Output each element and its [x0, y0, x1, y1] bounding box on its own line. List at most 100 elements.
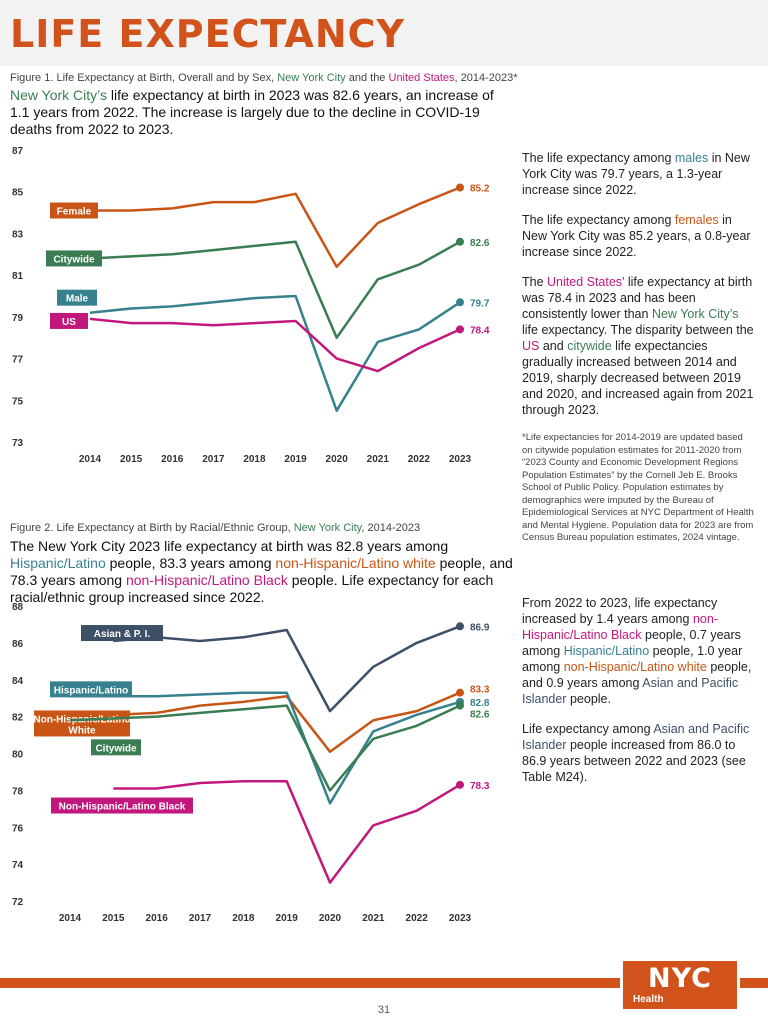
us-term: US: [522, 339, 540, 353]
data-label: 86.9: [470, 622, 490, 633]
x-tick-label: 2016: [161, 454, 184, 465]
x-tick-label: 2022: [406, 913, 429, 924]
x-tick-label: 2016: [146, 913, 169, 924]
data-label: 82.6: [470, 710, 490, 721]
summary-nyc: New York City’s: [10, 87, 108, 103]
x-tick-label: 2020: [326, 454, 349, 465]
y-tick-label: 84: [12, 676, 24, 687]
data-point: [456, 237, 464, 246]
summary-text: The New York City 2023 life expectancy a…: [10, 538, 449, 554]
y-tick-label: 85: [12, 188, 24, 199]
caption-us: United States: [388, 72, 455, 84]
series-label: Asian & P. I.: [94, 629, 151, 640]
sidebar2-api-paragraph: Life expectancy among Asian and Pacific …: [522, 721, 754, 785]
x-tick-label: 2014: [59, 913, 82, 924]
white-term: non-Hispanic/Latino white: [563, 660, 707, 674]
x-tick-label: 2021: [367, 454, 390, 465]
series-line: [89, 240, 461, 339]
text: in New York City was 85.2 years, a 0.8-y…: [522, 213, 751, 259]
caption-nyc: New York City: [293, 522, 362, 534]
x-tick-label: 2015: [102, 913, 125, 924]
x-tick-label: 2015: [120, 454, 143, 465]
series-label-box: [91, 739, 141, 756]
y-tick-label: 87: [12, 146, 24, 157]
footnote: *Life expectancies for 2014-2019 are upd…: [522, 432, 754, 543]
x-tick-label: 2023: [449, 454, 472, 465]
series-line: [113, 625, 461, 713]
males-term: males: [674, 151, 709, 165]
figure1-summary: New York City’s life expectancy at birth…: [10, 87, 510, 138]
y-tick-label: 74: [12, 860, 24, 871]
summary-text: life expectancy at birth in 2023 was 82.…: [10, 87, 494, 137]
hispanic-term: Hispanic/Latino: [10, 555, 106, 571]
text: people.: [566, 692, 611, 706]
x-tick-label: 2018: [243, 454, 266, 465]
sidebar2-increase-paragraph: From 2022 to 2023, life expectancy incre…: [522, 595, 754, 707]
y-tick-label: 79: [12, 313, 24, 324]
y-tick-label: 80: [12, 750, 24, 761]
sidebar1-us-paragraph: The United States’ life expectancy at bi…: [522, 274, 754, 418]
figure1-caption: Figure 1. Life Expectancy at Birth, Over…: [10, 72, 518, 84]
caption-text: , 2014-2023: [361, 522, 421, 534]
text: life expectancy. The disparity between t…: [522, 323, 754, 337]
data-label: 78.3: [470, 781, 490, 792]
logo-subtext: Health: [633, 994, 664, 1005]
series-label: Citywide: [53, 254, 95, 265]
text: life expectancies gradually increased be…: [522, 339, 754, 417]
x-tick-label: 2014: [79, 454, 102, 465]
text: From 2022 to 2023, life expectancy incre…: [522, 596, 718, 626]
summary-text: people, and 78.3 years among: [10, 555, 513, 588]
data-point: [456, 298, 464, 307]
y-tick-label: 76: [12, 823, 24, 834]
y-tick-label: 77: [12, 355, 24, 366]
series-label-box: [81, 625, 163, 642]
data-label: 79.7: [470, 298, 490, 309]
hispanic-term: Hispanic/Latino: [563, 644, 650, 658]
data-point: [456, 183, 464, 192]
sidebar1-male-paragraph: The life expectancy among males in New Y…: [522, 150, 754, 198]
data-label: 82.6: [470, 238, 490, 249]
nyc-health-logo[interactable]: NYC Health: [620, 958, 740, 1012]
header-bar: [0, 0, 768, 66]
y-tick-label: 82: [12, 713, 24, 724]
y-tick-label: 72: [12, 897, 24, 908]
sidebar1-female-paragraph: The life expectancy among females in New…: [522, 212, 754, 260]
series-label-box: [34, 710, 130, 737]
summary-text: people, 83.3 years among: [105, 555, 276, 571]
data-label: 85.2: [470, 184, 490, 195]
footer-bar: [0, 978, 768, 988]
text: people, 1.0 year among: [522, 644, 743, 674]
x-tick-label: 2021: [362, 913, 385, 924]
text: in New York City was 79.7 years, a 1.3-y…: [522, 151, 750, 197]
x-tick-label: 2020: [319, 913, 342, 924]
data-point: [456, 325, 464, 334]
series-label-box: [46, 250, 102, 267]
series-label: Hispanic/Latino: [54, 685, 128, 696]
data-label: 83.3: [470, 685, 490, 696]
sidebar-2: From 2022 to 2023, life expectancy incre…: [522, 595, 754, 799]
x-tick-label: 2018: [232, 913, 255, 924]
y-tick-label: 86: [12, 639, 24, 650]
text: people, and 0.9 years among: [522, 660, 752, 690]
series-label: Male: [66, 294, 89, 305]
text: life expectancy at birth was 78.4 in 202…: [522, 275, 753, 321]
x-tick-label: 2022: [408, 454, 431, 465]
page-number: 31: [377, 1004, 391, 1016]
series-label-box: [50, 681, 132, 698]
figure2-chart: 72 74 76 78 80 82 84 86 88 2014 2015 2016 2017 2018 20…: [12, 602, 490, 924]
text: people, 0.7 years among: [522, 628, 741, 658]
caption-nyc: New York City: [277, 72, 346, 84]
series-label-box: [51, 797, 193, 814]
text: and: [539, 339, 568, 353]
y-tick-label: 81: [12, 271, 24, 282]
females-term: females: [674, 213, 719, 227]
api-term: Asian and Pacific Islander: [522, 676, 739, 706]
y-tick-label: 75: [12, 396, 24, 407]
black-term: non-Hispanic/Latino Black: [125, 572, 288, 588]
series-line: [89, 317, 461, 373]
series-label: Citywide: [95, 743, 137, 754]
figure2-summary: The New York City 2023 life expectancy a…: [10, 538, 530, 606]
data-point: [456, 780, 464, 789]
citywide-term: citywide: [567, 339, 612, 353]
caption-text: , 2014-2023*: [454, 72, 518, 84]
